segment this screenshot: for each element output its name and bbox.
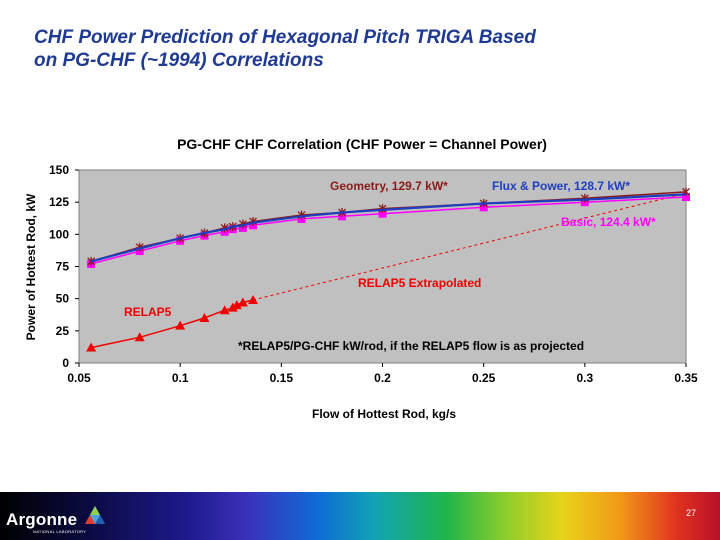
data-point-relap5 — [199, 312, 210, 322]
annotation-basic: Basic, 124.4 kW* — [561, 215, 656, 229]
data-point-relap5 — [231, 300, 242, 310]
data-point-relap5 — [227, 302, 238, 312]
x-tick-label: 0.05 — [67, 371, 91, 385]
y-tick-label: 150 — [49, 163, 69, 177]
annotation-relap5-extrapolated: RELAP5 Extrapolated — [358, 276, 481, 290]
data-point-relap5 — [219, 305, 230, 315]
y-tick-label: 0 — [62, 356, 69, 370]
x-tick-label: 0.3 — [576, 371, 593, 385]
series-line-relap5-extrapolated — [252, 192, 687, 301]
footer-bar: Argonne NATIONAL LABORATORY 27 — [0, 492, 720, 540]
data-point-basic — [378, 209, 387, 218]
y-tick-label: 25 — [56, 324, 70, 338]
y-tick-label: 100 — [49, 227, 69, 241]
data-point-relap5 — [175, 320, 186, 330]
argonne-logo-icon — [85, 506, 105, 524]
series-line-flux-power — [90, 193, 687, 263]
annotation-flux-power: Flux & Power, 128.7 kW* — [492, 179, 630, 193]
x-tick-label: 0.15 — [270, 371, 294, 385]
page-number: 27 — [686, 508, 697, 518]
y-tick-label: 125 — [49, 195, 69, 209]
argonne-logo-subtext: NATIONAL LABORATORY — [33, 529, 87, 534]
y-axis-label: Power of Hottest Rod, kW — [24, 193, 38, 340]
slide-title-line-2: on PG-CHF (~1994) Correlations — [34, 50, 324, 71]
x-tick-label: 0.2 — [374, 371, 391, 385]
x-tick-label: 0.35 — [674, 371, 698, 385]
x-tick-label: 0.1 — [172, 371, 189, 385]
annotation-footnote: *RELAP5/PG-CHF kW/rod, if the RELAP5 flo… — [238, 339, 584, 353]
data-point-relap5 — [134, 332, 145, 342]
annotation-relap5: RELAP5 — [124, 305, 172, 319]
argonne-logo-text: Argonne — [6, 510, 78, 529]
y-tick-label: 50 — [56, 292, 70, 306]
data-point-relap5 — [248, 294, 259, 304]
data-point-basic — [682, 193, 690, 202]
data-point-relap5 — [86, 342, 97, 352]
slide-title: CHF Power Prediction of Hexagonal Pitch … — [34, 26, 674, 72]
slide-title-line-1: CHF Power Prediction of Hexagonal Pitch … — [34, 27, 536, 48]
x-axis-label: Flow of Hottest Rod, kg/s — [312, 407, 456, 421]
annotation-geometry: Geometry, 129.7 kW* — [330, 179, 448, 193]
chart-title: PG-CHF CHF Correlation (CHF Power = Chan… — [177, 136, 547, 152]
chf-power-chart: PG-CHF CHF Correlation (CHF Power = Chan… — [24, 136, 698, 421]
series-line-basic — [90, 196, 687, 265]
y-tick-label: 75 — [56, 260, 70, 274]
data-point-relap5 — [237, 297, 248, 307]
x-tick-label: 0.25 — [472, 371, 496, 385]
